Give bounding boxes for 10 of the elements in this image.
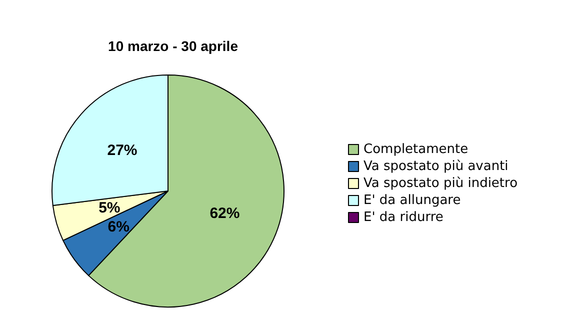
data-label: 62%	[210, 204, 240, 222]
legend-label: E' da allungare	[364, 193, 461, 208]
data-label: 5%	[98, 200, 120, 217]
chart-title: 10 marzo - 30 aprile	[108, 38, 238, 54]
data-label: 27%	[107, 142, 138, 160]
data-label: 6%	[108, 218, 130, 236]
legend-label: Completamente	[364, 142, 468, 157]
legend-label: Va spostato più indietro	[364, 176, 518, 191]
legend-label: E' da ridurre	[364, 210, 444, 225]
legend-label: Va spostato più avanti	[364, 159, 508, 174]
